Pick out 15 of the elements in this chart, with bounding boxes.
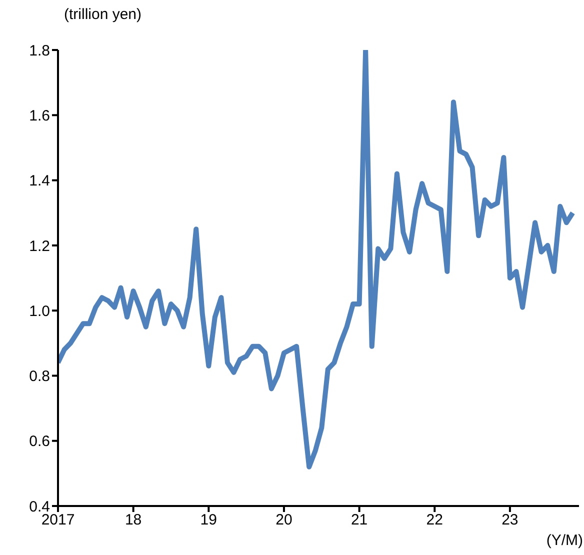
y-tick-label: 1.8: [29, 42, 50, 60]
y-axis-title: (trillion yen): [64, 6, 142, 23]
y-tick-label: 1.0: [29, 302, 50, 320]
y-tick-label: 0.6: [29, 433, 50, 450]
y-tick-label: 1.6: [29, 107, 50, 124]
x-tick-label: 19: [200, 512, 217, 529]
x-axis-title: (Y/M): [546, 532, 583, 549]
y-tick-label: 1.4: [29, 172, 50, 190]
x-tick-label: 18: [124, 512, 142, 529]
y-tick-label: 0.8: [29, 368, 50, 386]
x-tick-label: 20: [276, 512, 292, 529]
x-tick-label: 21: [350, 512, 368, 529]
y-tick-label: 1.2: [29, 238, 50, 255]
x-tick-label: 23: [502, 512, 518, 529]
x-tick-label: 22: [426, 512, 443, 529]
